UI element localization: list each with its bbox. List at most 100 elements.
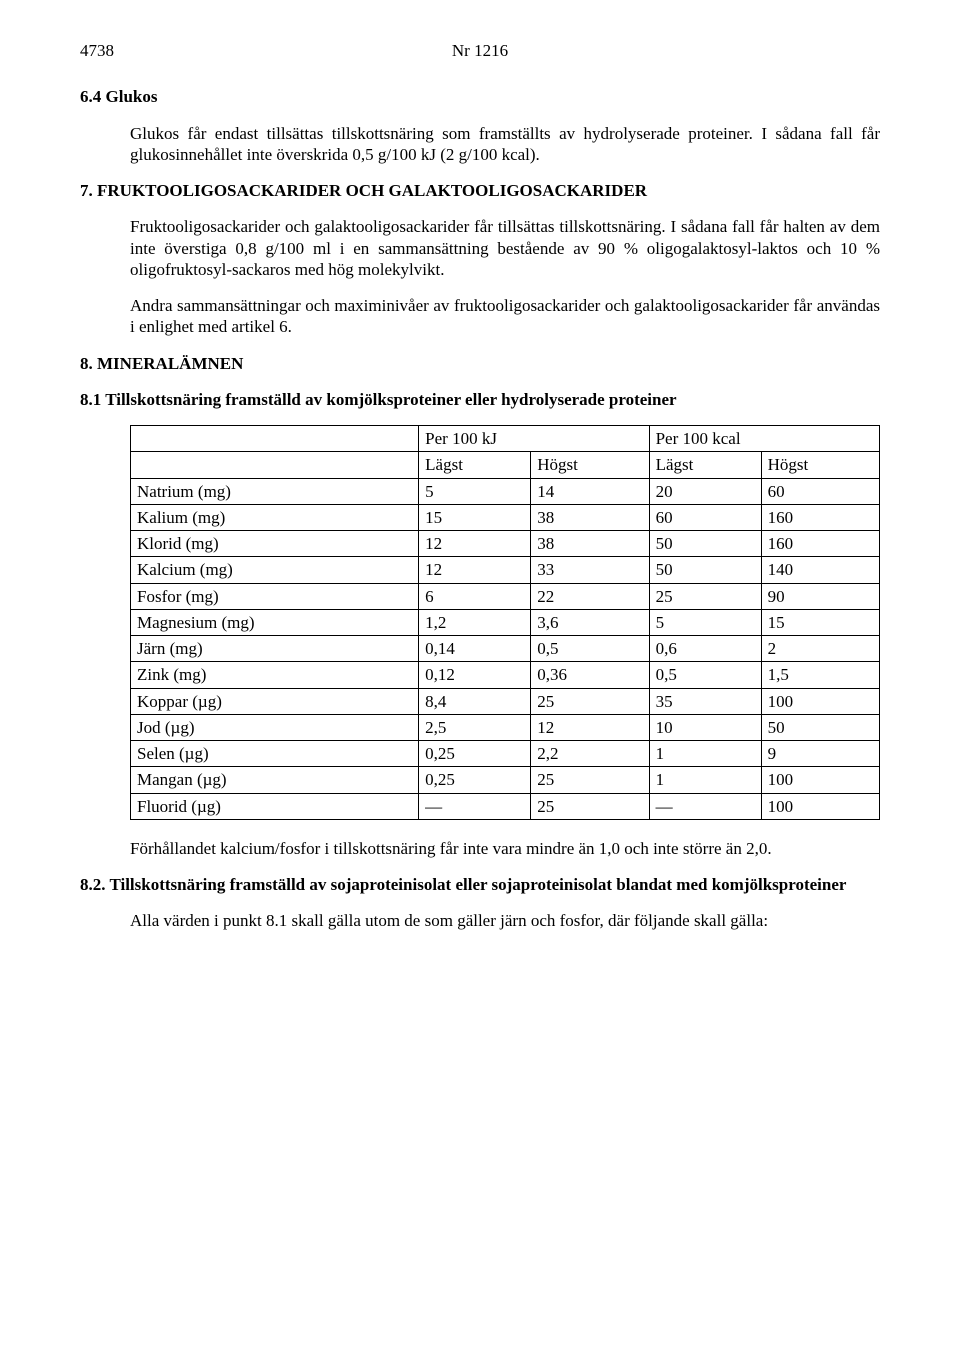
table-cell: 12 [419, 557, 531, 583]
table-cell: 12 [531, 714, 649, 740]
table-cell: Mangan (µg) [131, 767, 419, 793]
table-header-per100kcal: Per 100 kcal [649, 426, 879, 452]
para-7-1: Fruktooligosackarider och galaktooligosa… [130, 216, 880, 280]
table-cell: 0,14 [419, 636, 531, 662]
heading-7: 7. FRUKTOOLIGOSACKARIDER OCH GALAKTOOLIG… [80, 180, 880, 201]
table-header-lagst1: Lägst [419, 452, 531, 478]
table-cell: 60 [761, 478, 879, 504]
table-cell: 140 [761, 557, 879, 583]
para-8-2: Alla värden i punkt 8.1 skall gälla utom… [130, 910, 880, 931]
table-cell: 20 [649, 478, 761, 504]
table-cell: 1,2 [419, 609, 531, 635]
table-row: Magnesium (mg)1,23,6515 [131, 609, 880, 635]
table-cell: Kalium (mg) [131, 504, 419, 530]
table-cell: 2,2 [531, 741, 649, 767]
table-row: Koppar (µg)8,42535100 [131, 688, 880, 714]
table-cell: 1,5 [761, 662, 879, 688]
table-cell: 100 [761, 767, 879, 793]
table-cell: Natrium (mg) [131, 478, 419, 504]
table-cell: 9 [761, 741, 879, 767]
table-row: Kalcium (mg)123350140 [131, 557, 880, 583]
para-7-2: Andra sammansättningar och maximinivåer … [130, 295, 880, 338]
page-header: 4738 Nr 1216 [80, 40, 880, 61]
table-cell: 10 [649, 714, 761, 740]
table-cell: 2,5 [419, 714, 531, 740]
table-cell: 50 [649, 531, 761, 557]
table-cell: 1 [649, 767, 761, 793]
table-cell: 60 [649, 504, 761, 530]
table-cell: 12 [419, 531, 531, 557]
table-header-hogst1: Högst [531, 452, 649, 478]
para-6-4: Glukos får endast tillsättas tillskottsn… [130, 123, 880, 166]
table-cell: 0,36 [531, 662, 649, 688]
table-cell: 100 [761, 793, 879, 819]
table-cell: 25 [531, 793, 649, 819]
table-cell: 15 [761, 609, 879, 635]
table-cell: 90 [761, 583, 879, 609]
table-row: Zink (mg)0,120,360,51,5 [131, 662, 880, 688]
table-header-row-1: Per 100 kJ Per 100 kcal [131, 426, 880, 452]
table-row: Fosfor (mg)6222590 [131, 583, 880, 609]
heading-8: 8. MINERALÄMNEN [80, 353, 880, 374]
table-header-lagst2: Lägst [649, 452, 761, 478]
table-header-blank [131, 426, 419, 452]
table-cell: 6 [419, 583, 531, 609]
table-header-hogst2: Högst [761, 452, 879, 478]
table-cell: 160 [761, 531, 879, 557]
table-cell: — [649, 793, 761, 819]
page-number: 4738 [80, 40, 114, 61]
table-cell: Klorid (mg) [131, 531, 419, 557]
table-cell: 25 [531, 688, 649, 714]
table-cell: 35 [649, 688, 761, 714]
table-cell: 5 [419, 478, 531, 504]
table-row: Fluorid (µg)—25—100 [131, 793, 880, 819]
table-cell: Magnesium (mg) [131, 609, 419, 635]
table-cell: 5 [649, 609, 761, 635]
table-cell: 0,25 [419, 767, 531, 793]
table-cell: 22 [531, 583, 649, 609]
para-8-1-post: Förhållandet kalcium/fosfor i tillskotts… [130, 838, 880, 859]
table-cell: 38 [531, 531, 649, 557]
table-cell: 15 [419, 504, 531, 530]
heading-6-4: 6.4 Glukos [80, 86, 880, 107]
table-cell: Koppar (µg) [131, 688, 419, 714]
table-cell: 8,4 [419, 688, 531, 714]
table-row: Jod (µg)2,5121050 [131, 714, 880, 740]
table-cell: 0,25 [419, 741, 531, 767]
table-cell: Fluorid (µg) [131, 793, 419, 819]
table-cell: 1 [649, 741, 761, 767]
heading-8-1: 8.1 Tillskottsnäring framställd av komjö… [80, 389, 880, 410]
table-cell: Zink (mg) [131, 662, 419, 688]
heading-8-2: 8.2. Tillskottsnäring framställd av soja… [80, 874, 880, 895]
table-cell: — [419, 793, 531, 819]
table-cell: Järn (mg) [131, 636, 419, 662]
table-cell: 0,5 [531, 636, 649, 662]
table-row: Natrium (mg)5142060 [131, 478, 880, 504]
table-cell: 3,6 [531, 609, 649, 635]
table-row: Mangan (µg)0,25251100 [131, 767, 880, 793]
table-cell: 160 [761, 504, 879, 530]
table-header-per100kj: Per 100 kJ [419, 426, 649, 452]
table-cell: Jod (µg) [131, 714, 419, 740]
table-header-blank2 [131, 452, 419, 478]
table-row: Kalium (mg)153860160 [131, 504, 880, 530]
table-header-row-2: Lägst Högst Lägst Högst [131, 452, 880, 478]
document-number: Nr 1216 [452, 40, 508, 61]
table-cell: 14 [531, 478, 649, 504]
table-row: Klorid (mg)123850160 [131, 531, 880, 557]
table-cell: Kalcium (mg) [131, 557, 419, 583]
table-cell: 100 [761, 688, 879, 714]
table-cell: 0,5 [649, 662, 761, 688]
table-cell: 25 [649, 583, 761, 609]
table-cell: 33 [531, 557, 649, 583]
table-cell: Selen (µg) [131, 741, 419, 767]
table-cell: 50 [649, 557, 761, 583]
table-cell: 0,12 [419, 662, 531, 688]
table-cell: 25 [531, 767, 649, 793]
table-cell: 0,6 [649, 636, 761, 662]
table-cell: 2 [761, 636, 879, 662]
table-cell: 50 [761, 714, 879, 740]
table-cell: 38 [531, 504, 649, 530]
table-cell: Fosfor (mg) [131, 583, 419, 609]
table-row: Järn (mg)0,140,50,62 [131, 636, 880, 662]
